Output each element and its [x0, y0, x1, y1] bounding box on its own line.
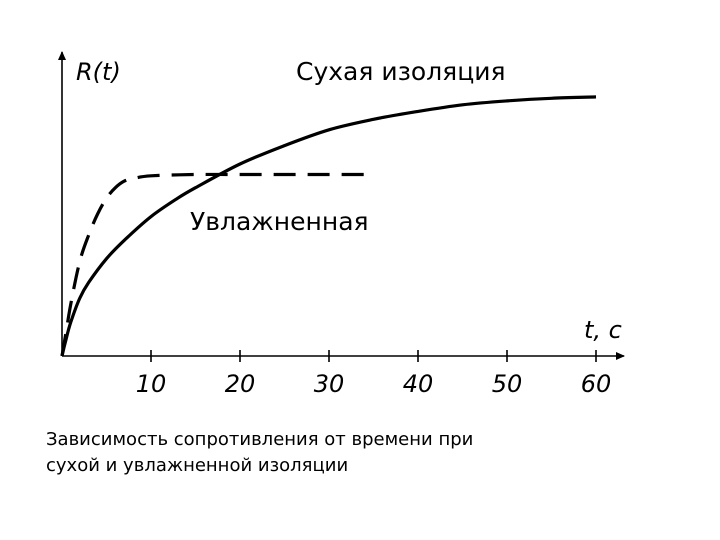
x-ticks: 10 20 30 40 50 60: [136, 350, 612, 398]
x-tick-label-30: 30: [314, 370, 345, 398]
x-axis-label: t, c: [584, 316, 622, 344]
x-tick-label-10: 10: [136, 370, 167, 398]
caption-line-1: Зависимость сопротивления от времени при: [46, 429, 474, 450]
x-tick-label-60: 60: [581, 370, 612, 398]
x-tick-label-40: 40: [403, 370, 434, 398]
figure-caption: Зависимость сопротивления от времени при…: [46, 427, 686, 479]
x-tick-label-20: 20: [225, 370, 256, 398]
series-line-humid: [60, 172, 374, 357]
chart: 10 20 30 40 50 60 R(t) t, c Сухая изоляция Ув…: [58, 51, 625, 398]
y-axis-label: R(t): [76, 58, 121, 86]
series-group: [60, 95, 597, 357]
series-line-dry: [60, 95, 597, 357]
x-tick-label-50: 50: [492, 370, 523, 398]
series-label-humid: Увлажненная: [190, 207, 369, 236]
series-label-dry: Сухая изоляция: [296, 57, 506, 86]
caption-line-2: сухой и увлажненной изоляции: [46, 455, 349, 476]
